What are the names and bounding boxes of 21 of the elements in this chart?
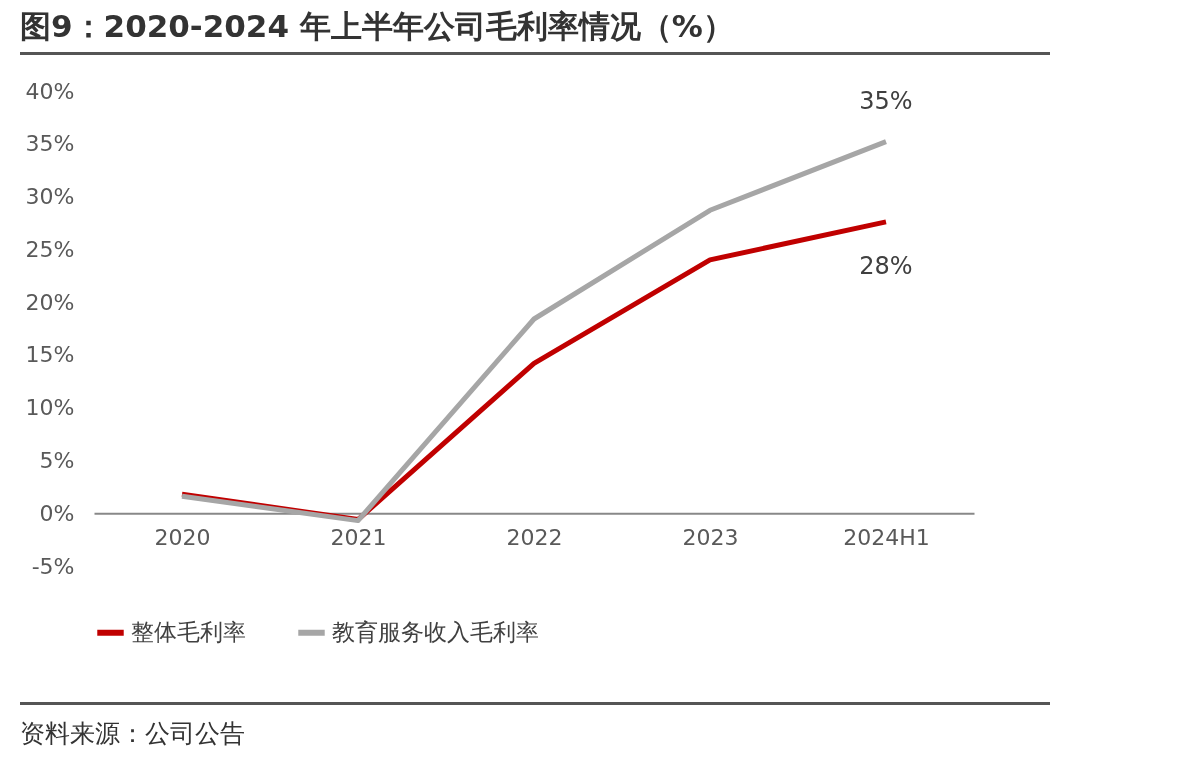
legend-label: 教育服务收入毛利率 [332,618,539,645]
y-tick-label: 0% [39,500,75,526]
x-tick-label: 2024H1 [843,524,930,550]
y-tick-label: 35% [25,131,75,157]
y-tick-label: 25% [25,236,75,262]
data-label: 35% [859,86,913,115]
y-tick-label: 15% [25,342,75,368]
x-tick-label: 2023 [682,524,739,550]
y-tick-label: 20% [25,289,75,315]
y-tick-label: 5% [39,447,75,473]
y-tick-label: 10% [25,395,75,421]
y-tick-label: -5% [31,553,75,579]
x-tick-label: 2022 [506,524,563,550]
legend-label: 整体毛利率 [131,618,246,645]
text: 资料来源：公司公告 [20,702,1050,750]
y-tick-label: 40% [25,78,75,104]
chart-title: 图9：2020-2024 年上半年公司毛利率情况（%） [20,6,1050,55]
y-tick-label: 30% [25,184,75,210]
data-label: 28% [859,251,913,280]
x-tick-label: 2020 [154,524,211,550]
x-tick-label: 2021 [330,524,387,550]
